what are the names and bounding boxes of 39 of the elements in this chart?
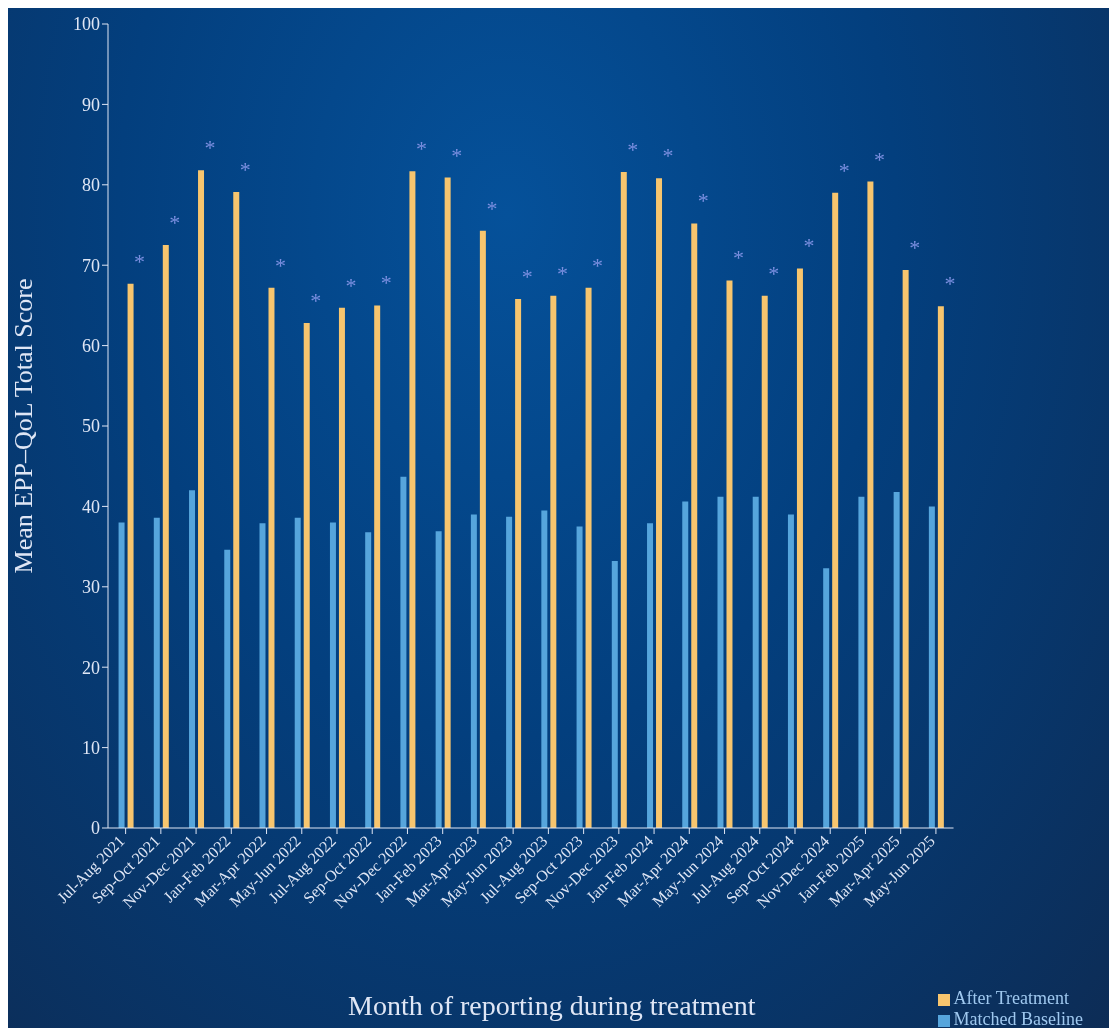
y-tick-label: 60 xyxy=(82,335,100,356)
annotation: * xyxy=(662,143,674,169)
annotation: * xyxy=(944,271,956,297)
y-tick-label: 10 xyxy=(82,737,100,758)
annotation: * xyxy=(204,135,216,161)
y-tick-label: 30 xyxy=(82,577,100,598)
y-tick-label: 80 xyxy=(82,175,100,196)
annotation: * xyxy=(345,272,357,298)
annotation: * xyxy=(838,157,850,183)
legend-label: Matched Baseline xyxy=(953,1009,1083,1028)
annotation: * xyxy=(415,136,427,162)
annotation: * xyxy=(627,136,639,162)
annotation: * xyxy=(521,263,533,289)
annotation: * xyxy=(556,260,568,286)
annotation: * xyxy=(909,235,921,261)
y-tick-label: 40 xyxy=(82,496,100,517)
annotation: * xyxy=(697,188,709,214)
legend-label: After Treatment xyxy=(953,988,1070,1008)
y-tick-label: 0 xyxy=(91,818,100,839)
annotation: * xyxy=(592,252,604,278)
annotation: * xyxy=(380,270,392,296)
x-axis-title: Month of reporting during treatment xyxy=(348,990,756,1022)
y-tick-label: 90 xyxy=(82,94,100,115)
y-tick-label: 70 xyxy=(82,255,100,276)
annotation: * xyxy=(310,288,322,314)
annotation: * xyxy=(486,195,498,221)
annotation: * xyxy=(169,210,181,236)
annotation: * xyxy=(134,248,146,274)
y-tick-label: 20 xyxy=(82,657,100,678)
annotation: * xyxy=(239,157,251,183)
annotation: * xyxy=(873,146,885,172)
y-tick-label: 100 xyxy=(73,14,100,35)
annotation: * xyxy=(275,252,287,278)
y-axis-title: Mean EPP–QoL Total Score xyxy=(9,278,39,574)
y-tick-label: 50 xyxy=(82,416,100,437)
annotation: * xyxy=(768,260,780,286)
annotation: * xyxy=(803,233,815,259)
annotation: * xyxy=(451,142,463,168)
annotation: * xyxy=(733,245,745,271)
